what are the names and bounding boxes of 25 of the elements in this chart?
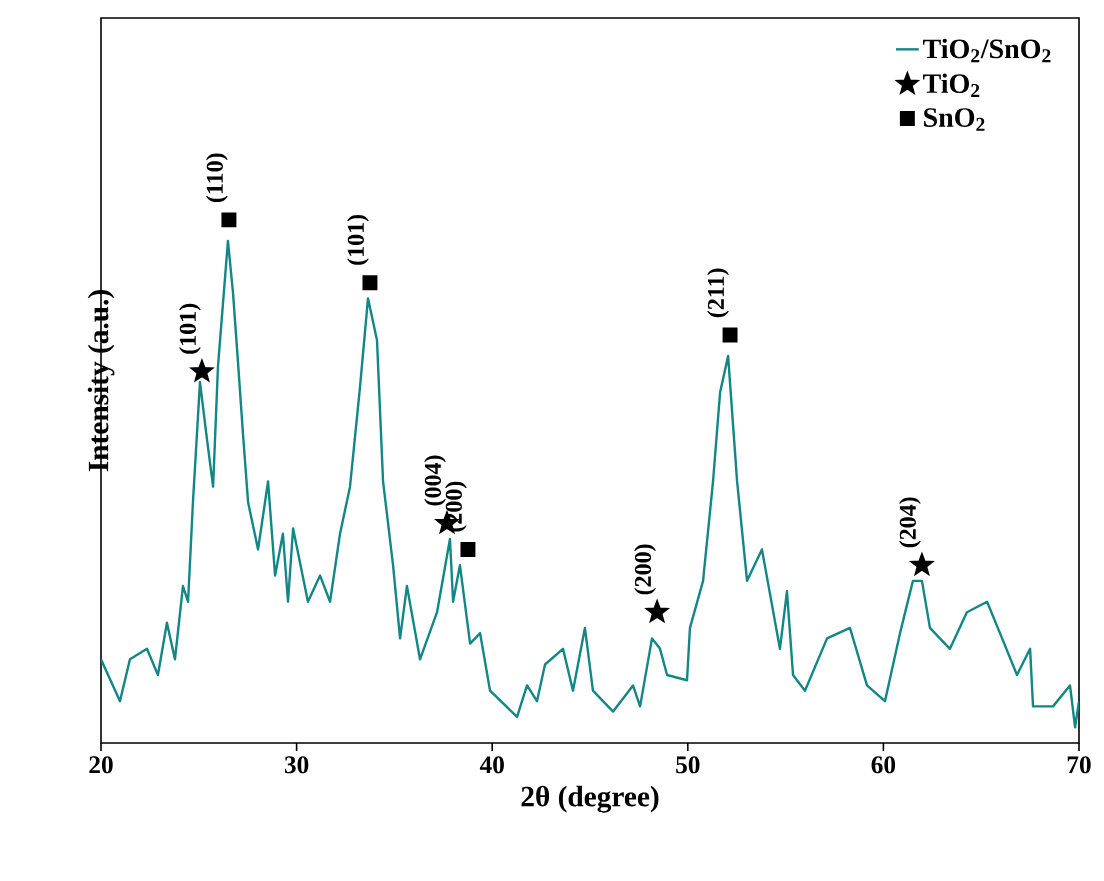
legend-label: SnO$_{2}$ <box>924 108 985 131</box>
x-tick-label: 20 <box>89 756 113 774</box>
annotation: (204) <box>899 497 921 548</box>
annotation: (101) <box>347 214 369 265</box>
point <box>910 553 934 576</box>
point <box>362 275 378 291</box>
x-tick-label: 30 <box>284 756 309 774</box>
point <box>722 327 738 343</box>
x-tick-label: 60 <box>871 756 896 774</box>
point <box>645 600 669 623</box>
annotation: (110) <box>206 153 228 203</box>
y-axis-title: Intensity (a.u.) <box>87 290 115 472</box>
x-tick-label: 40 <box>479 756 504 774</box>
x-tick-label: 70 <box>1067 756 1091 774</box>
x-axis-title: 2θ (degree) <box>521 785 659 813</box>
point <box>190 359 214 382</box>
legend-label: TiO$_{2}$/SnO$_{2}$ <box>923 38 1051 63</box>
point <box>460 541 476 557</box>
annotation: (101) <box>179 303 201 354</box>
point <box>221 212 237 228</box>
x-tick-label: 50 <box>676 756 700 774</box>
annotation: (211) <box>707 268 729 318</box>
annotation: (004) <box>424 455 446 506</box>
annotation: (200) <box>634 544 656 595</box>
legend-label: TiO$_{2}$ <box>923 73 980 97</box>
